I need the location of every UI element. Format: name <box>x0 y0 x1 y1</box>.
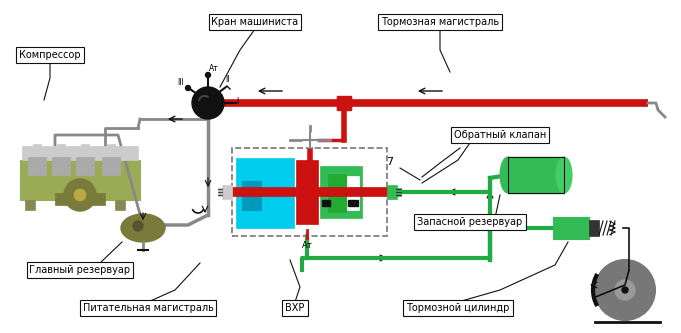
Circle shape <box>622 287 628 293</box>
Circle shape <box>185 86 191 91</box>
Ellipse shape <box>556 157 572 193</box>
Text: ВХР: ВХР <box>285 303 304 313</box>
Text: Питательная магистраль: Питательная магистраль <box>82 303 213 313</box>
Bar <box>22 146 138 160</box>
Bar <box>589 220 599 236</box>
Text: Кран машиниста: Кран машиниста <box>211 17 298 27</box>
Bar <box>236 158 294 228</box>
Text: Тормозная магистраль: Тормозная магистраль <box>381 17 499 27</box>
Bar <box>55 193 105 205</box>
Bar <box>28 157 46 175</box>
Circle shape <box>303 133 317 147</box>
Bar <box>322 200 330 206</box>
Bar <box>52 157 70 175</box>
Text: Тормозной цилиндр: Тормозной цилиндр <box>407 303 509 313</box>
Bar <box>222 185 232 199</box>
Text: Ат: Ат <box>209 64 219 73</box>
Bar <box>76 157 94 175</box>
Circle shape <box>133 221 143 231</box>
Circle shape <box>615 280 635 300</box>
Text: Главный резервуар: Главный резервуар <box>29 265 131 275</box>
Text: 7: 7 <box>386 157 394 167</box>
Bar <box>347 176 359 210</box>
Bar <box>396 188 401 196</box>
Text: Запасной резервуар: Запасной резервуар <box>417 217 522 227</box>
Bar <box>218 188 223 196</box>
Circle shape <box>192 87 224 119</box>
Bar <box>33 144 41 150</box>
Bar <box>337 96 351 110</box>
Text: Ат: Ат <box>302 241 313 250</box>
Bar <box>107 144 115 150</box>
Text: II: II <box>225 75 229 84</box>
Text: Компрессор: Компрессор <box>19 50 81 60</box>
Bar <box>242 181 262 211</box>
Bar <box>387 185 397 199</box>
Bar <box>508 157 564 193</box>
Circle shape <box>64 179 96 211</box>
Bar <box>102 157 120 175</box>
Bar <box>25 200 35 210</box>
Bar <box>20 160 140 200</box>
Text: Обратный клапан: Обратный клапан <box>454 130 546 140</box>
Text: I: I <box>236 97 238 106</box>
Circle shape <box>206 73 210 78</box>
Bar <box>320 166 362 218</box>
Bar <box>337 97 351 109</box>
Bar <box>508 157 564 193</box>
Bar <box>328 174 346 212</box>
Bar <box>268 171 292 216</box>
Ellipse shape <box>500 157 516 193</box>
Bar <box>232 148 387 236</box>
Circle shape <box>595 260 655 320</box>
Ellipse shape <box>121 214 165 242</box>
Bar <box>81 144 89 150</box>
Bar <box>348 188 358 194</box>
Bar <box>57 144 65 150</box>
Circle shape <box>74 189 86 201</box>
Text: III: III <box>178 78 185 87</box>
Bar <box>348 200 358 206</box>
Bar <box>553 217 589 239</box>
Bar <box>115 200 125 210</box>
Bar <box>322 188 330 194</box>
Bar <box>296 160 318 224</box>
